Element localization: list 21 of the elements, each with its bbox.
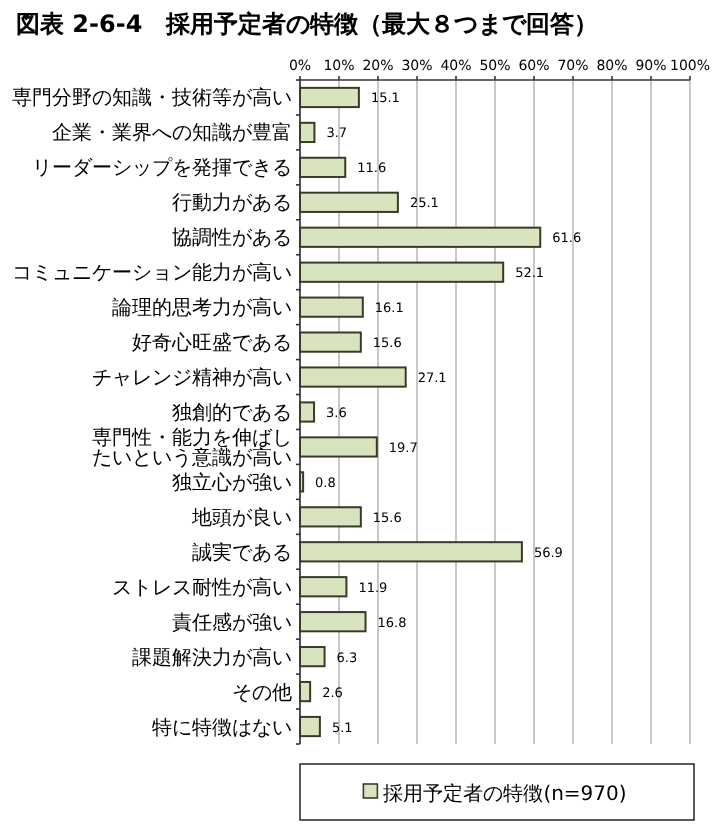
- title: 図表 2-6-4 採用予定者の特徴（最大８つまで回答）: [16, 10, 599, 38]
- category: 専門性・能力を伸ばしたいという意識が高い: [92, 427, 292, 470]
- legend-label: 採用予定者の特徴(n=970): [383, 784, 627, 806]
- category: コミュニケーション能力が高い: [12, 263, 292, 286]
- category: 協調性がある: [172, 228, 292, 251]
- category: 特に特徴はない: [152, 717, 292, 740]
- category: 好奇心旺盛である: [132, 333, 292, 356]
- category: その他: [232, 682, 292, 705]
- category: 論理的思考力が高い: [112, 298, 292, 321]
- category: 独立心が強い: [172, 472, 292, 495]
- category: リーダーシップを発揮できる: [32, 158, 292, 181]
- category: 地頭が良い: [192, 507, 292, 530]
- category: 行動力がある: [172, 193, 292, 216]
- category: 独創的である: [172, 403, 292, 425]
- category: 企業・業界への知識が豊富: [52, 123, 292, 146]
- category: ストレス耐性が高い: [112, 577, 292, 600]
- category: 責任感が強い: [172, 612, 292, 635]
- category: 誠実である: [192, 542, 292, 565]
- category: 専門分野の知識・技術等が高い: [12, 88, 292, 111]
- category: 課題解決力が高い: [132, 647, 292, 670]
- category: チャレンジ精神が高い: [92, 368, 292, 391]
